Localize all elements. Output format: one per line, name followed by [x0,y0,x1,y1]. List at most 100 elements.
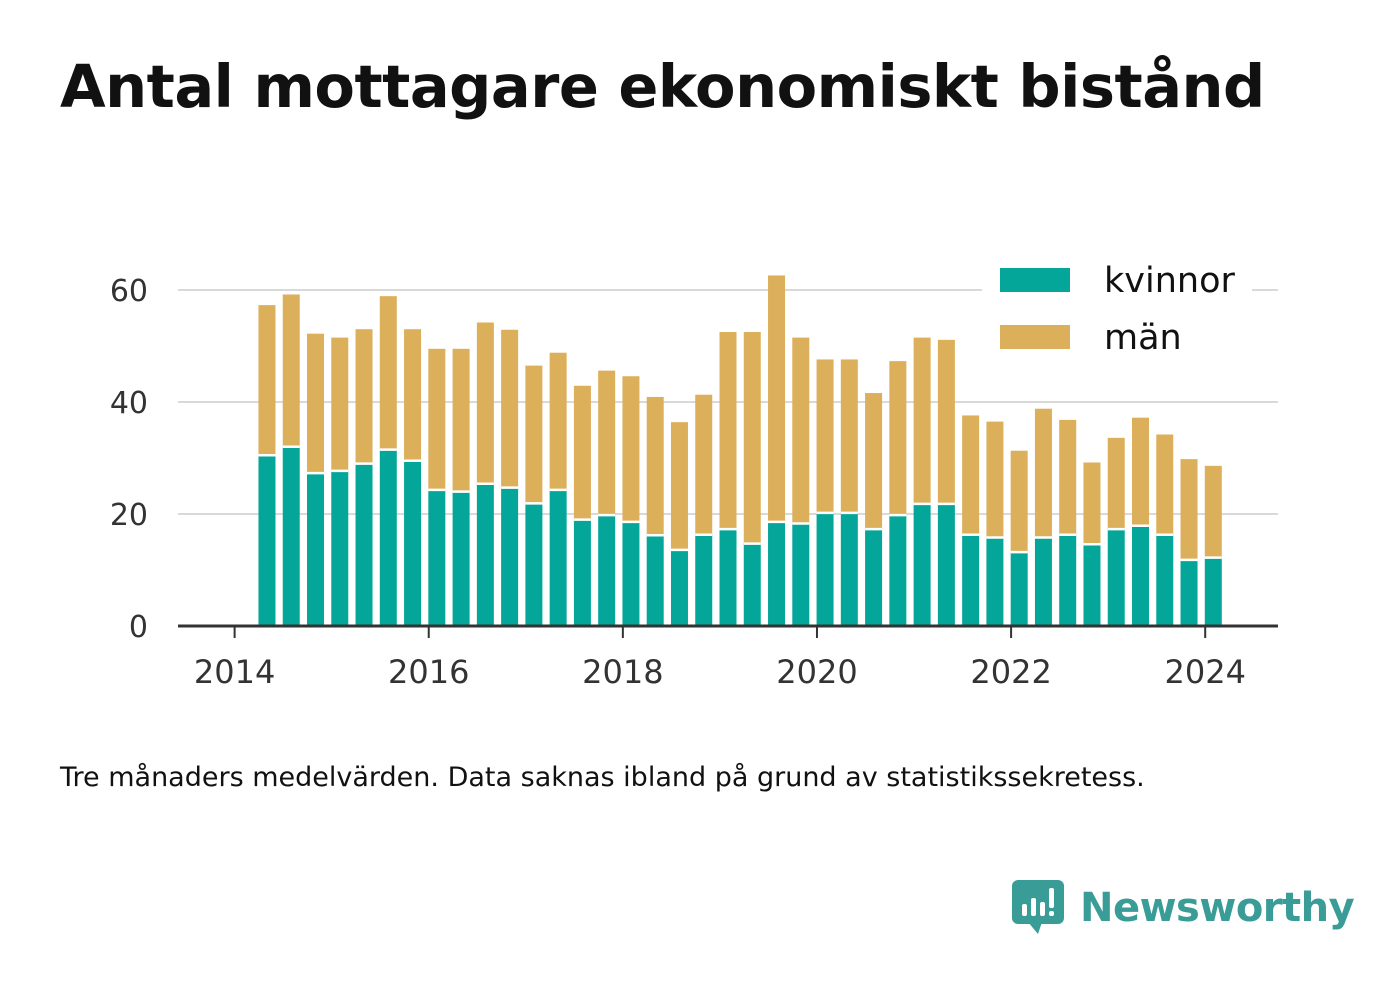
bar-man [525,365,543,504]
bar-man [719,332,737,530]
bar-kvinnor [525,503,543,626]
bar-kvinnor [307,473,324,626]
bar-man [573,385,591,520]
bar-kvinnor [1156,534,1174,626]
bar-kvinnor [428,489,446,626]
bar-kvinnor [986,537,1004,626]
x-tick-label: 2022 [970,653,1051,691]
legend-swatch-kvinnor [1000,268,1070,292]
bar-kvinnor [1204,557,1222,626]
bar-kvinnor [719,529,737,626]
bar-man [452,348,470,492]
bar-kvinnor [1083,544,1101,626]
bar-kvinnor [1107,529,1125,626]
bar-kvinnor [258,455,276,626]
bar-kvinnor [1132,525,1149,626]
bar-man [355,329,373,464]
bar-kvinnor [840,512,858,626]
bar-man [282,294,300,447]
x-tick-label: 2020 [776,653,857,691]
x-tick-label: 2014 [194,653,275,691]
legend-label-kvinnor: kvinnor [1104,261,1235,301]
bar-man [1132,417,1149,526]
bar-man [670,422,688,550]
legend-label-man: män [1104,318,1182,358]
x-tick-label: 2018 [582,653,663,691]
x-tick-label: 2024 [1164,653,1245,691]
y-tick-label: 0 [129,610,148,645]
bar-man [1034,408,1052,538]
bar-man [331,337,349,471]
bar-man [404,329,422,461]
chart-title: Antal mottagare ekonomiskt bistånd [60,52,1265,121]
bar-kvinnor [1010,552,1028,626]
bar-man [1107,437,1125,530]
bar-man [1059,419,1077,535]
bar-kvinnor [889,515,907,626]
bar-man [768,275,786,522]
bar-man [816,359,834,513]
bar-kvinnor [501,487,519,626]
bar-kvinnor [598,515,616,626]
bar-man [501,329,519,488]
bar-kvinnor [622,521,640,626]
bar-kvinnor [695,534,713,626]
bar-kvinnor [865,529,883,626]
bar-kvinnor [331,470,349,626]
bar-man [1180,459,1198,560]
bar-man [307,333,324,474]
bar-man [598,370,616,516]
x-tick-label: 2016 [388,653,469,691]
bar-man [937,339,955,504]
bar-kvinnor [476,483,494,626]
bar-kvinnor [743,543,761,626]
newsworthy-brand[interactable]: Newsworthy [1010,876,1355,940]
bar-kvinnor [573,519,591,626]
bar-kvinnor [646,535,664,626]
bar-man [840,359,858,513]
legend-swatch-man [1000,325,1070,349]
bar-kvinnor [1180,559,1198,626]
bar-kvinnor [1034,537,1052,626]
bar-kvinnor [355,463,373,626]
bar-man [622,376,640,522]
bar-man [962,415,980,535]
bar-man [865,393,883,530]
bar-man [792,337,810,524]
bar-kvinnor [792,523,810,626]
bar-man [695,394,713,535]
bar-kvinnor [670,549,688,626]
bar-man [1156,434,1174,535]
bar-man [1010,450,1028,553]
bar-man [258,305,276,456]
y-tick-label: 40 [110,386,148,421]
y-tick-label: 60 [110,274,148,309]
bar-man [913,337,931,504]
bar-man [1204,465,1222,558]
chart-footnote: Tre månaders medelvärden. Data saknas ib… [60,762,1145,793]
bar-kvinnor [379,449,397,626]
bar-kvinnor [549,489,567,626]
bar-man [1083,462,1101,545]
bar-kvinnor [913,503,931,626]
bar-kvinnor [816,512,834,626]
newsworthy-logo-icon [1010,876,1068,940]
y-tick-label: 20 [110,498,148,533]
bar-man [428,348,446,490]
bar-man [379,296,397,450]
bar-kvinnor [937,503,955,626]
bar-man [646,396,664,536]
bar-kvinnor [962,534,980,626]
bar-kvinnor [452,491,470,626]
bar-man [549,352,567,490]
bar-kvinnor [768,521,786,626]
bar-kvinnor [404,460,422,626]
bar-man [743,332,761,544]
bar-man [986,421,1004,538]
brand-name: Newsworthy [1080,885,1355,931]
bar-kvinnor [282,446,300,626]
bar-man [889,361,907,516]
bar-kvinnor [1059,534,1077,626]
bar-man [476,322,494,484]
